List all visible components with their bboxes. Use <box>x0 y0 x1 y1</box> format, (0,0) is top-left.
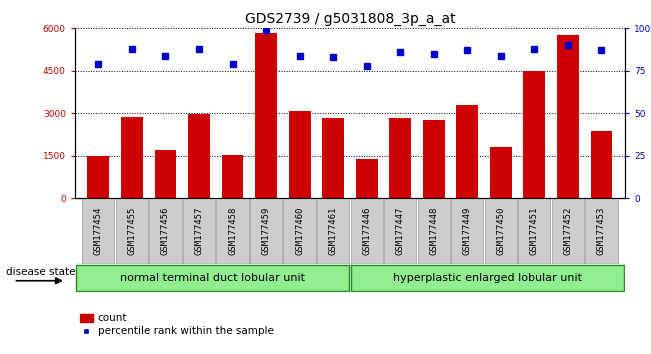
Bar <box>154 150 176 198</box>
Bar <box>82 198 115 264</box>
Bar <box>423 120 445 198</box>
Text: normal terminal duct lobular unit: normal terminal duct lobular unit <box>120 273 305 283</box>
Bar <box>552 198 584 264</box>
Text: disease state: disease state <box>6 267 76 277</box>
Bar <box>590 131 613 198</box>
Bar <box>188 114 210 198</box>
Text: GSM177461: GSM177461 <box>329 207 338 255</box>
Text: GSM177450: GSM177450 <box>496 207 505 255</box>
Text: GSM177459: GSM177459 <box>262 207 271 255</box>
Bar <box>283 198 316 264</box>
Bar <box>456 105 478 198</box>
Bar <box>322 118 344 198</box>
Bar <box>384 198 417 264</box>
Bar <box>250 198 282 264</box>
Bar <box>76 265 349 291</box>
Bar <box>116 198 148 264</box>
Bar <box>121 117 143 198</box>
Bar <box>288 111 311 198</box>
Bar <box>451 198 484 264</box>
Text: GSM177458: GSM177458 <box>228 207 237 255</box>
Text: GSM177457: GSM177457 <box>195 207 204 255</box>
Text: GSM177448: GSM177448 <box>429 207 438 255</box>
Text: GSM177456: GSM177456 <box>161 207 170 255</box>
Text: GSM177447: GSM177447 <box>396 207 405 255</box>
Text: GSM177453: GSM177453 <box>597 207 606 255</box>
Bar <box>317 198 349 264</box>
Bar <box>356 159 378 198</box>
Bar <box>557 35 579 198</box>
Bar <box>585 198 618 264</box>
Text: GSM177446: GSM177446 <box>362 207 371 255</box>
Bar <box>490 147 512 198</box>
Text: GSM177451: GSM177451 <box>530 207 539 255</box>
Bar <box>149 198 182 264</box>
Text: GSM177460: GSM177460 <box>295 207 304 255</box>
Title: GDS2739 / g5031808_3p_a_at: GDS2739 / g5031808_3p_a_at <box>245 12 455 26</box>
Text: GSM177449: GSM177449 <box>463 207 472 255</box>
Bar <box>523 71 546 198</box>
Text: GSM177454: GSM177454 <box>94 207 103 255</box>
Text: GSM177455: GSM177455 <box>128 207 137 255</box>
Bar <box>255 33 277 198</box>
Bar <box>183 198 215 264</box>
Bar <box>418 198 450 264</box>
Bar <box>518 198 551 264</box>
Bar <box>351 265 624 291</box>
Bar <box>485 198 517 264</box>
Bar <box>216 198 249 264</box>
Bar <box>351 198 383 264</box>
Text: GSM177452: GSM177452 <box>563 207 572 255</box>
Text: hyperplastic enlarged lobular unit: hyperplastic enlarged lobular unit <box>393 273 582 283</box>
Legend: count, percentile rank within the sample: count, percentile rank within the sample <box>80 313 273 336</box>
Bar <box>221 155 243 198</box>
Bar <box>87 156 109 198</box>
Bar <box>389 118 411 198</box>
